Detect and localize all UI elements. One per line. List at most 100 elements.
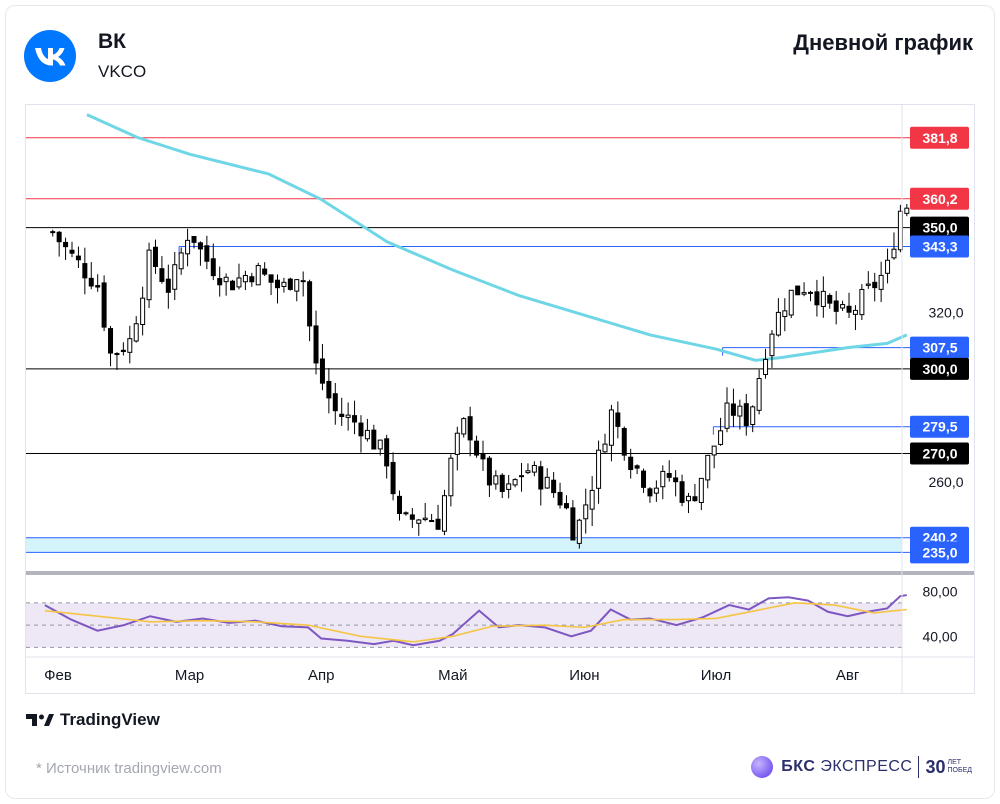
candle-body — [191, 236, 197, 243]
candle-body — [801, 292, 807, 295]
candle-body — [628, 456, 634, 471]
candle-body — [840, 304, 846, 309]
candle-body — [371, 429, 377, 450]
candle-body — [114, 353, 120, 356]
candle-body — [692, 496, 698, 502]
candle-body — [634, 465, 640, 469]
bcs-30: 30 — [925, 756, 946, 777]
level-badge-1 — [910, 187, 969, 210]
level-badge-label-0: 381,8 — [922, 130, 957, 146]
candle-body — [563, 503, 569, 509]
candle-body — [326, 380, 332, 399]
candle-body — [403, 512, 409, 515]
ticker-name: ВК — [98, 30, 126, 53]
bcs-small-text: ЛЕТ ПОБЕД — [948, 759, 972, 775]
candle-body — [705, 454, 711, 481]
month-label-1: Мар — [175, 667, 204, 684]
level-badge-5 — [910, 357, 969, 380]
candle-body — [775, 311, 781, 336]
bcs-name: БКС ЭКСПРЕСС — [781, 758, 912, 776]
candle-body — [274, 279, 280, 289]
candle-body — [737, 405, 743, 417]
level-badge-label-4: 307,5 — [922, 340, 957, 356]
price-tick-label-0: 260,0 — [928, 474, 963, 490]
candle-body — [769, 333, 775, 357]
candle-body — [429, 520, 435, 523]
candle-body — [197, 242, 203, 250]
price-tick-label-1: 320,0 — [928, 304, 963, 320]
candle-body — [307, 281, 313, 327]
candle-body — [185, 239, 191, 255]
candle-body — [75, 255, 81, 261]
candle-body — [596, 449, 602, 489]
candle-body — [422, 517, 428, 521]
price-chart: 260,0 320,0 381,8 360,2 350,0 343,3 307,5 300,0… — [26, 105, 974, 693]
candle-body — [108, 328, 114, 354]
candle-body — [397, 495, 403, 514]
candle-body — [268, 274, 274, 283]
candle-body — [409, 514, 415, 520]
candle-body — [95, 285, 101, 288]
candle-body — [685, 495, 691, 502]
candle-body — [236, 277, 242, 288]
bcs-separator — [918, 756, 920, 778]
candle-body — [531, 464, 537, 473]
bcs-sphere-icon — [751, 756, 774, 778]
vk-logo-icon — [24, 30, 76, 82]
candle-body — [441, 495, 447, 532]
level-badge-0 — [910, 126, 969, 149]
candle-body — [570, 507, 576, 541]
chart-frame: 260,0 320,0 381,8 360,2 350,0 343,3 307,5 300,0… — [25, 104, 975, 694]
candle-body — [364, 429, 370, 440]
candle-body — [384, 438, 390, 467]
candle-body — [827, 294, 833, 304]
candle-body — [602, 443, 608, 453]
candle-body — [608, 409, 614, 446]
candle-body — [454, 432, 460, 455]
candle-body — [287, 278, 293, 290]
level-badge-label-5: 300,0 — [922, 361, 957, 377]
candle-body — [698, 477, 704, 503]
month-label-6: Авг — [836, 667, 860, 684]
candle-body — [512, 479, 518, 486]
candle-body — [795, 285, 801, 296]
candle-body — [885, 259, 891, 274]
candle-body — [583, 504, 589, 520]
candle-body — [506, 483, 512, 490]
candle-body — [467, 416, 473, 441]
sma-line — [86, 113, 908, 362]
candle-body — [133, 323, 139, 342]
tradingview-label: TradingView — [60, 710, 160, 729]
candle-body — [673, 477, 679, 483]
candle-body — [621, 428, 627, 456]
candle-body — [50, 231, 56, 234]
candle-body — [152, 246, 158, 267]
candle-body — [891, 248, 897, 259]
candle-body — [525, 470, 531, 474]
level-badge-3 — [910, 235, 969, 258]
level-badge-9 — [910, 541, 969, 564]
candle-body — [339, 413, 345, 417]
candle-body — [56, 231, 62, 243]
bcs-small-1: ЛЕТ — [947, 759, 962, 766]
candle-body — [859, 288, 865, 316]
candle-body — [576, 519, 582, 544]
candle-body — [743, 403, 749, 427]
chart-title: Дневной график — [793, 30, 973, 55]
candle-body — [204, 245, 210, 262]
candle-body — [345, 414, 351, 418]
candle-body — [666, 473, 672, 478]
candle-body — [763, 358, 769, 375]
tradingview-logo: TradingView — [26, 710, 160, 730]
candle-body — [390, 461, 396, 495]
candle-body — [641, 470, 647, 488]
bcs-name-rest: ЭКСПРЕСС — [815, 758, 913, 775]
level-badge-2 — [910, 216, 969, 239]
ticker-symbol: VKCO — [98, 62, 147, 81]
candle-body — [820, 290, 826, 307]
candle-body — [730, 403, 736, 416]
candle-body — [711, 445, 717, 456]
candle-body — [788, 289, 794, 316]
candle-body — [159, 268, 165, 282]
candle-body — [782, 310, 788, 318]
